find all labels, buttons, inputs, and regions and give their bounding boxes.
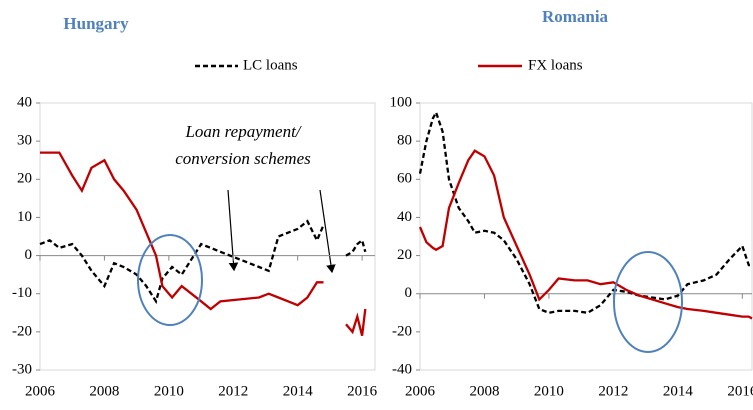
y-tick-label: 40 bbox=[17, 94, 32, 110]
y-tick-label: -20 bbox=[12, 323, 32, 339]
x-tick-label: 2008 bbox=[89, 383, 119, 399]
y-tick-label: 0 bbox=[25, 247, 33, 263]
y-tick-label: 40 bbox=[397, 209, 412, 225]
series-line bbox=[418, 109, 752, 314]
y-tick-label: 30 bbox=[17, 133, 32, 149]
y-tick-label: 20 bbox=[17, 171, 32, 187]
x-tick-label: 2012 bbox=[598, 383, 628, 399]
y-tick-label: 60 bbox=[397, 171, 412, 187]
x-tick-label: 2006 bbox=[405, 383, 436, 399]
x-tick-label: 2016 bbox=[347, 383, 378, 399]
chart-title: Hungary bbox=[63, 14, 129, 33]
plot-area bbox=[39, 102, 376, 371]
x-tick-label: 2014 bbox=[663, 383, 694, 399]
y-tick-label: -40 bbox=[392, 361, 412, 377]
legend-label: FX loans bbox=[528, 57, 583, 73]
annotation: conversion schemes bbox=[175, 149, 311, 168]
x-tick-label: 2010 bbox=[534, 383, 564, 399]
y-tick-label: -10 bbox=[12, 285, 32, 301]
highlight-ellipse bbox=[613, 251, 683, 353]
y-tick-label: 10 bbox=[17, 209, 32, 225]
highlight-ellipse bbox=[137, 234, 203, 326]
y-tick-label: 80 bbox=[397, 133, 412, 149]
arrow bbox=[319, 189, 336, 274]
y-tick-label: 100 bbox=[390, 94, 413, 110]
series-line bbox=[418, 149, 753, 320]
legend-label: LC loans bbox=[243, 57, 298, 73]
y-tick-label: -30 bbox=[12, 361, 32, 377]
x-tick-label: 2006 bbox=[25, 383, 56, 399]
y-tick-label: 0 bbox=[405, 285, 413, 301]
annotation: Loan repayment/ bbox=[184, 122, 302, 141]
x-tick-label: 2012 bbox=[218, 383, 248, 399]
x-tick-label: 2016 bbox=[727, 383, 753, 399]
series-line bbox=[40, 151, 367, 336]
x-tick-label: 2008 bbox=[469, 383, 499, 399]
y-tick-label: -20 bbox=[392, 323, 412, 339]
y-tick-label: 20 bbox=[397, 247, 412, 263]
chart-title: Romania bbox=[542, 7, 609, 26]
x-tick-label: 2010 bbox=[154, 383, 184, 399]
plot-area bbox=[419, 102, 753, 371]
series-line bbox=[39, 219, 367, 305]
x-tick-label: 2014 bbox=[283, 383, 314, 399]
